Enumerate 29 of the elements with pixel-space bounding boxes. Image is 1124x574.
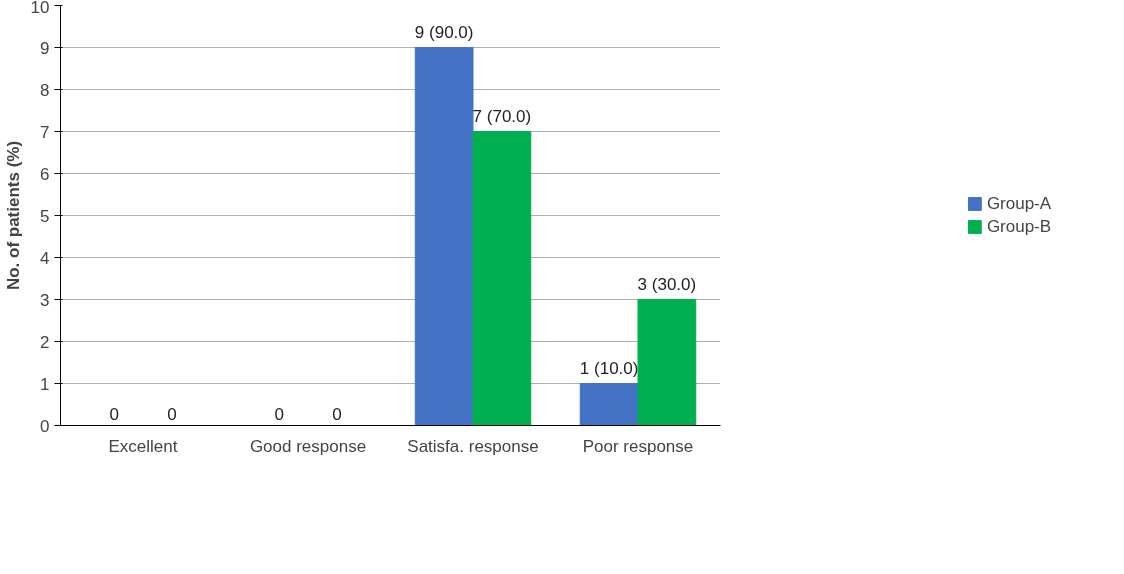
y-tick-label: 4 [40, 248, 50, 268]
x-tick-label: Poor response [582, 436, 694, 456]
y-tick-label: 1 [40, 374, 50, 394]
y-tick-label: 7 [40, 122, 50, 142]
legend-label: Group-A [986, 193, 1052, 214]
bar [472, 131, 532, 426]
data-label: 0 [167, 404, 177, 424]
y-axis-title: No. of patients (%) [3, 140, 23, 291]
y-tick-label: 0 [40, 416, 50, 436]
data-label: 0 [109, 404, 119, 424]
y-tick-label: 5 [40, 206, 50, 226]
x-tick-label: Satisfa. response [407, 436, 539, 456]
legend-label: Group-B [986, 216, 1052, 237]
data-label: 3 (30.0) [637, 274, 697, 294]
y-tick-label: 8 [40, 80, 50, 100]
y-tick-label: 3 [40, 290, 50, 310]
data-label: 7 (70.0) [472, 106, 532, 126]
y-tick-label: 9 [40, 38, 50, 58]
y-tick-label: 2 [40, 332, 50, 352]
data-label: 0 [332, 404, 342, 424]
x-tick-label: Good response [249, 436, 367, 456]
data-label: 9 (90.0) [414, 22, 474, 42]
data-label: 0 [274, 404, 284, 424]
y-tick-label: 6 [40, 164, 50, 184]
y-tick-label: 10 [30, 0, 50, 17]
bar [579, 383, 639, 426]
bar [637, 299, 697, 426]
bar [414, 47, 474, 426]
x-tick-label: Excellent [108, 436, 178, 456]
